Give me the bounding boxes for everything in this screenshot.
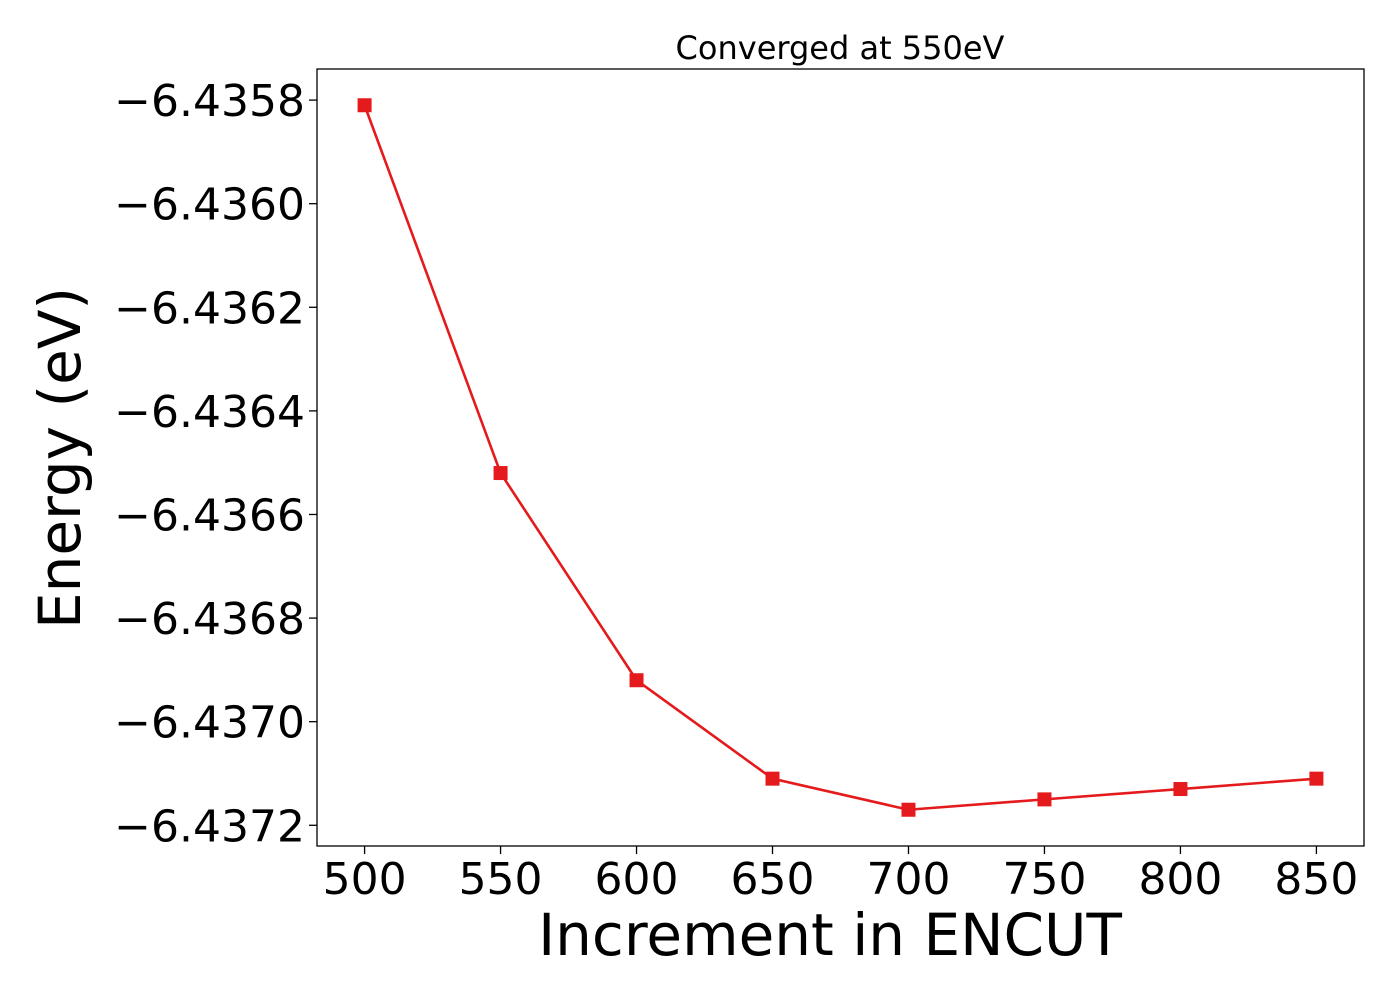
data-point-marker [1173,782,1188,797]
x-tick-label: 750 [1002,854,1086,905]
y-tick-label: −6.4360 [114,180,305,231]
y-tick-label: −6.4358 [114,76,305,127]
x-tick-label: 550 [459,854,543,905]
data-point-marker [901,802,916,817]
y-axis: −6.4358 −6.4360 −6.4362 −6.4364 −6.4366 −6.43… [114,76,317,852]
x-tick-label: 600 [595,854,679,905]
data-point-marker [765,771,780,786]
x-axis: 500 550 600 650 700 750 800 850 [323,846,1358,905]
x-tick-label: 650 [731,854,815,905]
x-tick-label: 500 [323,854,407,905]
y-tick-label: −6.4370 [114,698,305,749]
data-point-marker [629,673,644,688]
chart-title: Converged at 550eV [676,29,1005,67]
x-axis-label: Increment in ENCUT [538,901,1122,969]
series-layer [357,98,1324,817]
y-tick-label: −6.4364 [114,387,305,438]
y-tick-label: −6.4366 [114,490,305,541]
series-line [363,104,1317,812]
x-tick-label: 700 [866,854,950,905]
y-tick-label: −6.4362 [114,283,305,334]
y-tick-label: −6.4372 [114,801,305,852]
x-tick-label: 800 [1138,854,1222,905]
data-point-marker [357,98,372,113]
data-point-marker [1037,792,1052,807]
plot-area [316,68,1365,847]
x-tick-label: 850 [1274,854,1358,905]
y-axis-label: Energy (eV) [26,287,94,629]
data-point-marker [1309,771,1324,786]
y-tick-label: −6.4368 [114,594,305,645]
data-point-marker [493,466,508,481]
